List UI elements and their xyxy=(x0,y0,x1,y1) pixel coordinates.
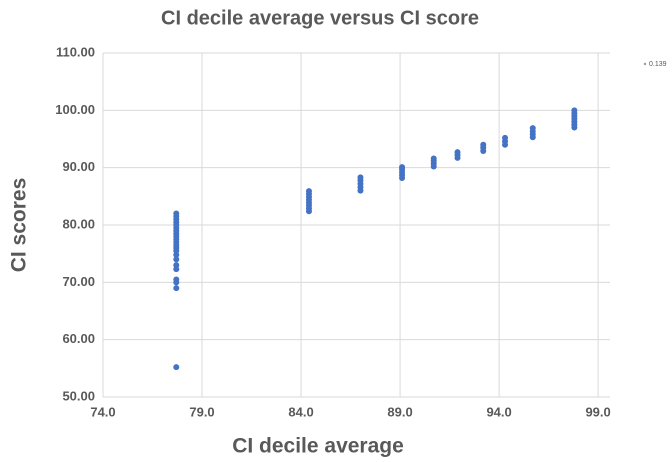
point xyxy=(454,149,461,156)
x-tick-label: 89.0 xyxy=(387,404,412,419)
y-tick-label: 100.00 xyxy=(55,102,95,117)
y-tick-label: 110.00 xyxy=(56,44,95,59)
point xyxy=(173,364,180,371)
annotation-marker xyxy=(643,62,647,66)
point xyxy=(357,174,364,181)
annotation: 0.139 xyxy=(649,61,667,68)
y-tick-label: 70.00 xyxy=(62,274,95,289)
y-axis-label: CI scores xyxy=(8,178,31,273)
x-tick-label: 74.0 xyxy=(90,404,115,419)
point xyxy=(430,155,437,162)
point xyxy=(571,107,578,114)
y-tick-label: 80.00 xyxy=(62,216,95,231)
point xyxy=(173,285,180,292)
point xyxy=(305,188,312,195)
x-tick-label: 79.0 xyxy=(189,404,214,419)
x-tick-label: 94.0 xyxy=(486,404,511,419)
y-tick-label: 60.00 xyxy=(62,331,95,346)
point xyxy=(173,256,180,263)
x-tick-label: 99.0 xyxy=(585,404,610,419)
chart-title: CI decile average versus CI score xyxy=(161,7,479,29)
x-tick-label: 84.0 xyxy=(288,404,313,419)
y-tick-label: 90.00 xyxy=(62,159,95,174)
x-axis-label: CI decile average xyxy=(232,435,404,458)
point xyxy=(529,125,536,132)
point xyxy=(480,141,487,148)
point xyxy=(173,262,180,269)
y-tick-label: 50.00 xyxy=(62,388,95,403)
point xyxy=(173,276,180,283)
point xyxy=(502,134,509,141)
point xyxy=(399,164,406,171)
point xyxy=(173,210,180,217)
